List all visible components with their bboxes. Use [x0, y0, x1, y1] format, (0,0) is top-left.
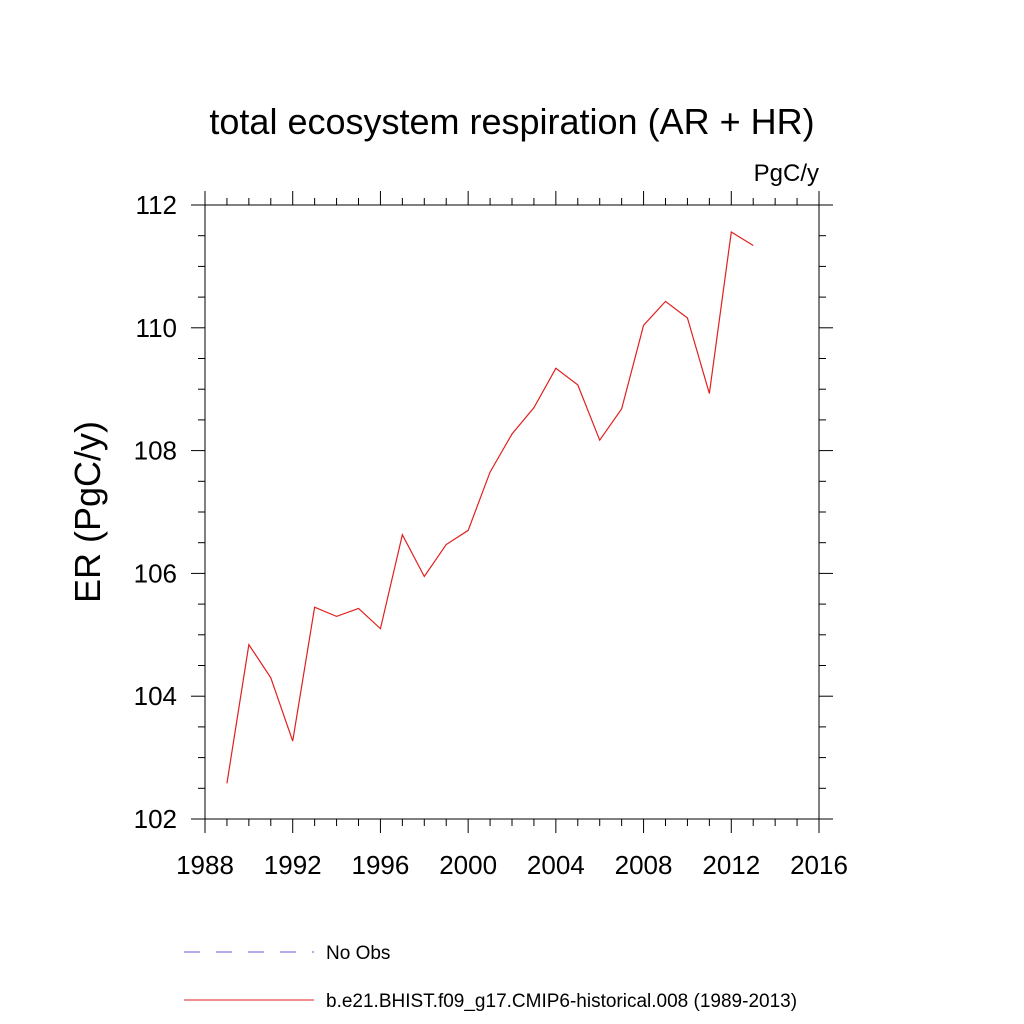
ticks [191, 191, 833, 833]
x-tick-label: 2016 [790, 850, 848, 880]
legend: No Obs b.e21.BHIST.f09_g17.CMIP6-historic… [184, 943, 797, 1012]
y-axis-title: ER (PgC/y) [67, 421, 108, 603]
plot-series [226, 231, 754, 784]
x-tick-label: 1988 [176, 850, 234, 880]
x-tick-label: 2012 [702, 850, 760, 880]
series-line [226, 231, 754, 784]
legend-label: No Obs [326, 943, 390, 964]
y-tick-label: 106 [134, 558, 177, 588]
chart-title: total ecosystem respiration (AR + HR) [209, 101, 814, 142]
y-tick-label: 102 [134, 804, 177, 834]
units-label: PgC/y [754, 160, 819, 187]
legend-label: b.e21.BHIST.f09_g17.CMIP6-historical.008… [326, 991, 797, 1012]
x-tick-label: 2000 [439, 850, 497, 880]
x-tick-label: 2008 [615, 850, 673, 880]
y-tick-label: 108 [134, 436, 177, 466]
tick-labels: 1988 1992 1996 2000 2004 2008 2012 2016 102 104 10… [134, 190, 848, 880]
x-tick-label: 1996 [352, 850, 410, 880]
plot-frame [204, 204, 820, 820]
x-tick-label: 1992 [264, 850, 322, 880]
x-tick-label: 2004 [527, 850, 585, 880]
y-tick-label: 110 [136, 313, 177, 343]
y-tick-label: 112 [136, 190, 177, 220]
y-tick-label: 104 [134, 681, 177, 711]
